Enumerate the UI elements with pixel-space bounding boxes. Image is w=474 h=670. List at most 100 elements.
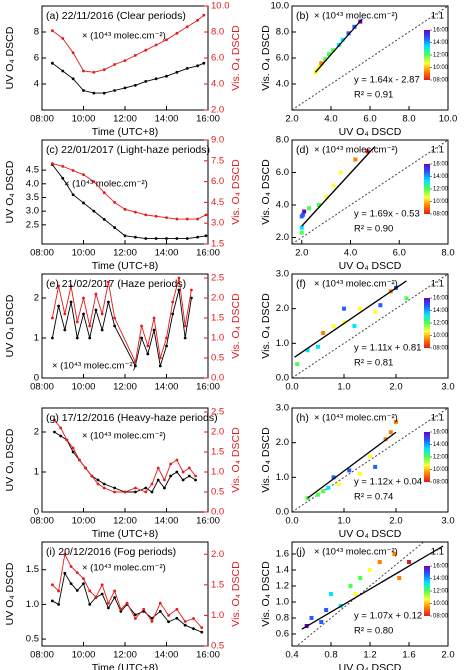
unit-label: × (10⁴³ molec.cm⁻²) — [314, 413, 398, 424]
series-point — [102, 91, 106, 95]
y2-tick-label: 2.0 — [211, 105, 224, 116]
y-axis-label: UV O₄ DSCD — [4, 428, 16, 491]
y-tick-label: 4.0 — [276, 200, 289, 211]
series-point — [123, 490, 127, 494]
series-point — [59, 434, 63, 438]
series-point — [144, 48, 148, 52]
series-point — [75, 336, 79, 340]
x-tick-label: 10:00 — [72, 516, 96, 527]
series-point — [183, 324, 187, 328]
unit-label: × (10⁴³ molec.cm⁻²) — [82, 431, 166, 442]
series-point — [71, 77, 75, 81]
series-point — [92, 70, 96, 74]
scatter-point — [357, 471, 362, 476]
y-tick-label: 3.0 — [276, 403, 289, 414]
x-tick-label: 08:00 — [30, 248, 54, 259]
x-tick-label: 0.0 — [285, 516, 298, 527]
panel: 0.0 1.0 2.0 3.0 0.0 1.0 2.0 3.0 Vis. O₄ DSCD (f) ×… — [260, 269, 455, 393]
series-point — [181, 470, 185, 474]
series-point — [142, 607, 146, 611]
panel-title: (e) 21/02/2017 (Haze periods) — [46, 278, 186, 290]
y-axis-label: Vis. O₄ DSCD — [260, 427, 272, 493]
series-point — [133, 617, 137, 620]
series-point — [61, 69, 65, 73]
unit-label: × (10⁴³ molec.cm⁻²) — [314, 11, 398, 22]
colorbar-tick-label: 10:00 — [433, 65, 449, 71]
scatter-point — [319, 620, 324, 624]
series-point — [146, 344, 150, 348]
diag-label: 1:1 — [431, 547, 444, 558]
scatter-point — [340, 37, 345, 42]
x-axis-label: Time (UTC+8) — [92, 662, 158, 670]
unit-label: × (10⁴³ molec.cm⁻²) — [82, 31, 166, 42]
series-point — [123, 59, 127, 62]
x-tick-label: 10:00 — [72, 650, 96, 661]
fit-line — [294, 280, 407, 358]
series-point — [185, 25, 189, 29]
scatter-point — [300, 212, 305, 217]
y-tick-label: 6 — [34, 53, 39, 64]
series-point — [175, 607, 179, 611]
scatter-point — [373, 310, 378, 315]
series-point — [63, 571, 67, 575]
series-point — [50, 336, 54, 340]
r2-label: R² = 0.91 — [354, 90, 393, 101]
y-tick-label: 8 — [34, 27, 39, 38]
series-point — [102, 217, 106, 221]
series-point — [71, 51, 75, 55]
y-tick-label: 1.5 — [26, 564, 39, 575]
series-point — [202, 13, 206, 17]
series-point — [196, 217, 200, 221]
y2-axis-label: Vis. O₄ DSCD — [230, 159, 242, 225]
fit-label: y = 1.69x - 0.53 — [354, 209, 420, 220]
fit-label: y = 1.12x + 0.04 — [354, 477, 422, 488]
series-point — [102, 191, 106, 195]
colorbar-tick-label: 14:00 — [433, 442, 449, 448]
x-tick-label: 3.0 — [441, 516, 454, 527]
series-point — [154, 237, 158, 240]
series-point — [165, 74, 168, 78]
colorbar-tick-label: 16:00 — [433, 162, 449, 168]
y2-tick-label: 0.0 — [211, 507, 224, 518]
panel: 0.0 1.0 2.0 3.0 0.0 1.0 2.0 3.0 UV O₄ DSCD Vis. O… — [260, 403, 455, 540]
r2-label: R² = 0.80 — [354, 626, 393, 637]
one-to-one-line — [292, 408, 448, 512]
series-point — [94, 308, 98, 312]
series-point — [163, 486, 166, 490]
series-point — [50, 29, 54, 33]
y-tick-label: 6.0 — [276, 53, 289, 64]
x-tick-label: 08:00 — [30, 114, 54, 125]
series-point — [146, 352, 150, 356]
unit-label: × (10⁴³ molec.cm⁻²) — [82, 563, 166, 574]
y2-tick-label: 7.5 — [211, 155, 224, 166]
series-point — [150, 490, 154, 494]
series-point — [133, 486, 137, 490]
series-point — [96, 478, 100, 482]
series-point — [171, 312, 175, 316]
series-point — [107, 300, 110, 304]
unit-label: × (10⁴³ molec.cm⁻²) — [314, 279, 398, 290]
fit-line — [307, 431, 397, 499]
scatter-point — [346, 31, 351, 36]
y2-axis-label: Vis. O₄ DSCD — [230, 561, 242, 627]
colorbar-tick-label: 16:00 — [433, 296, 449, 302]
colorbar-tick-label: 12:00 — [433, 589, 449, 595]
y2-tick-label: 0.5 — [211, 353, 224, 364]
colorbar — [424, 432, 430, 482]
series-point — [202, 61, 206, 65]
colorbar-tick-label: 16:00 — [433, 28, 449, 34]
series-point — [69, 300, 73, 304]
scatter-point — [352, 324, 357, 328]
one-to-one-line — [292, 6, 448, 110]
panel-label: (h) — [296, 412, 309, 424]
series-line — [52, 163, 207, 220]
x-tick-label: 1.0 — [337, 516, 350, 527]
series-line — [52, 552, 203, 628]
scatter-point — [295, 362, 300, 367]
series-point — [82, 577, 85, 581]
scatter-point — [307, 206, 312, 211]
y-tick-label: 2.0 — [276, 437, 289, 448]
scatter-point — [357, 306, 362, 311]
x-tick-label: 08:00 — [30, 382, 54, 393]
y-tick-label: 0.0 — [276, 507, 289, 518]
